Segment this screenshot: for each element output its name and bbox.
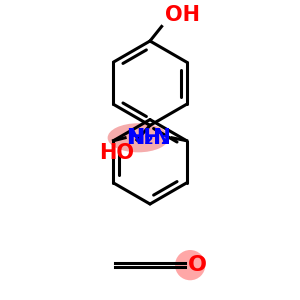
Circle shape: [175, 250, 205, 280]
Text: OH: OH: [165, 5, 200, 25]
Text: HO: HO: [99, 143, 134, 163]
Text: H₂N: H₂N: [127, 128, 170, 148]
Text: NH₂: NH₂: [127, 128, 170, 148]
Text: O: O: [188, 255, 207, 275]
Ellipse shape: [108, 123, 169, 152]
